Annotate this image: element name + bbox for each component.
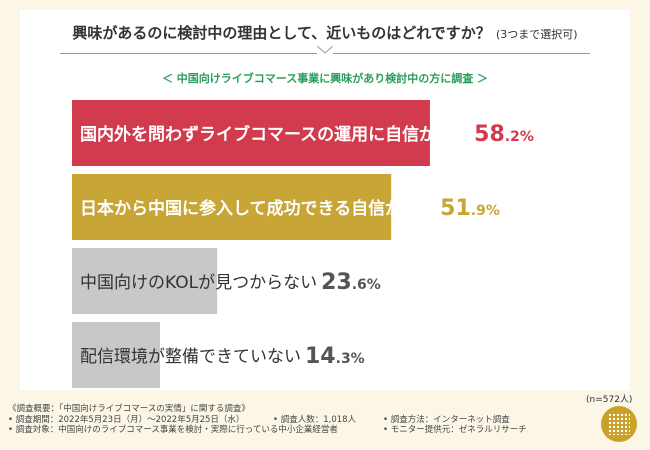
- sample-size: (n=572人): [586, 395, 633, 405]
- survey-footer: 《調査概要：「中国向けライブコマースの実情」に関する調査》 • 調査期間：202…: [8, 404, 527, 436]
- company-logo: [601, 406, 637, 442]
- bar-3: [72, 248, 218, 314]
- footer-method: • 調査方法：インターネット調査: [383, 414, 510, 425]
- footer-provider: • モニター提供元：ゼネラルリサーチ: [383, 425, 527, 435]
- value-label-1: 58.2%: [474, 122, 534, 147]
- divider-left: [60, 53, 317, 54]
- value-label-2: 51.9%: [440, 196, 500, 221]
- question-text: 興味があるのに検討中の理由として、近いものはどれですか？: [72, 24, 491, 42]
- question-suffix: (3つまで選択可): [496, 28, 578, 41]
- value-label-4: 14.3%: [305, 344, 365, 369]
- bar-label-3: 中国向けのKOLが見つからない: [80, 273, 317, 293]
- bar-chart: 国内外を問わずライブコマースの運用に自信がない 58.2% 日本から中国に参入して成…: [72, 100, 534, 388]
- logo-dots-icon: [608, 413, 630, 435]
- bar-4: [72, 322, 160, 388]
- chevron-down-icon: [317, 46, 333, 54]
- bar-1: [72, 100, 430, 166]
- bar-label-1: 国内外を問わずライブコマースの運用に自信がない: [80, 124, 470, 145]
- bar-label-2: 日本から中国に参入して成功できる自信がない: [80, 198, 436, 219]
- footer-subjects: • 調査対象：中国向けのライブコマース事業を検討・実際に行っている中小企業経営者: [8, 425, 338, 435]
- bar-label-4: 配信環境が整備できていない: [80, 347, 301, 367]
- survey-target: ＜ 中国向けライブコマース事業に興味があり検討中の方に調査 ＞: [161, 72, 489, 85]
- question-title: 興味があるのに検討中の理由として、近いものはどれですか？ (3つまで選択可): [20, 22, 630, 43]
- value-label-3: 23.6%: [321, 270, 381, 295]
- footer-period: • 調査期間：2022年5月23日（月）〜2022年5月25日（水）: [8, 414, 245, 425]
- divider-right: [333, 53, 590, 54]
- footer-respondents: • 調査人数：1,018人: [273, 414, 357, 425]
- bar-2: [72, 174, 392, 240]
- footer-title: 《調査概要：「中国向けライブコマースの実情」に関する調査》: [8, 404, 250, 414]
